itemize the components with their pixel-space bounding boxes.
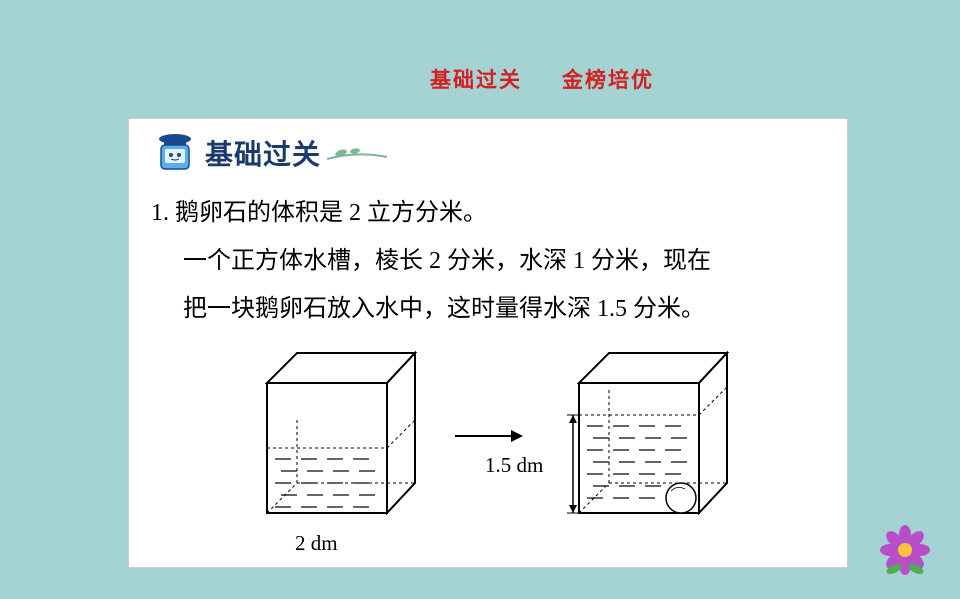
tab-advanced[interactable]: 金榜培优 [562, 64, 654, 94]
content-card: 基础过关 1. 鹅卵石的体积是 2 立方分米。 一个正方体水槽，棱长 2 分米，… [128, 118, 848, 568]
tab-basics[interactable]: 基础过关 [430, 64, 522, 94]
problem-line-1: 1. 鹅卵石的体积是 2 立方分米。 [151, 189, 825, 237]
cube-before: 2 dm [247, 343, 417, 528]
section-header: 基础过关 [151, 131, 825, 175]
section-title: 基础过关 [205, 133, 321, 173]
arrow-icon [453, 426, 523, 446]
tab-bar: 基础过关 金榜培优 [430, 64, 654, 94]
mascot-icon [151, 131, 199, 175]
label-1-5dm: 1.5 dm [485, 453, 543, 478]
cube-after: 1.5 dm [559, 343, 729, 528]
diagram-row: 2 dm [151, 343, 825, 528]
problem-line-3: 把一块鹅卵石放入水中，这时量得水深 1.5 分米。 [151, 285, 825, 333]
problem-line-2: 一个正方体水槽，棱长 2 分米，水深 1 分米，现在 [151, 237, 825, 285]
label-2dm: 2 dm [295, 531, 338, 556]
cube-before-svg [247, 343, 417, 523]
problem-text: 1. 鹅卵石的体积是 2 立方分米。 一个正方体水槽，棱长 2 分米，水深 1 … [151, 189, 825, 333]
cube-after-svg [559, 343, 729, 523]
leaf-decoration-icon [327, 141, 387, 165]
flower-decoration-icon [878, 523, 932, 577]
